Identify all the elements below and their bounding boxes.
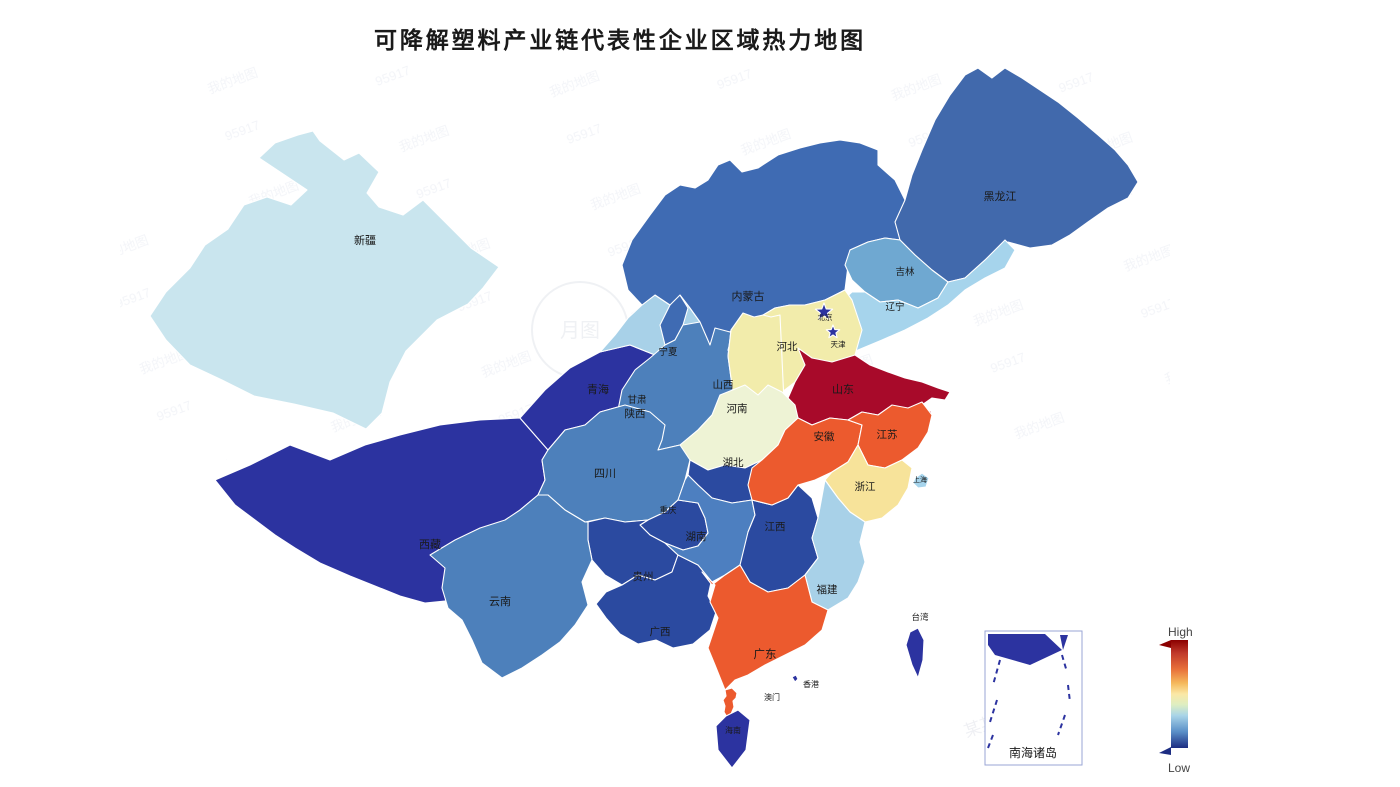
svg-text:内蒙古: 内蒙古 (732, 289, 765, 303)
svg-text:香港: 香港 (803, 679, 819, 689)
svg-text:甘肃: 甘肃 (627, 394, 646, 406)
svg-text:南海诸岛: 南海诸岛 (1009, 745, 1057, 760)
svg-text:High: High (1168, 625, 1193, 639)
svg-text:浙江: 浙江 (855, 481, 876, 493)
svg-text:山东: 山东 (832, 383, 854, 396)
svg-text:云南: 云南 (489, 595, 511, 608)
svg-text:安徽: 安徽 (814, 430, 835, 443)
svg-text:陕西: 陕西 (625, 407, 646, 420)
svg-text:青海: 青海 (587, 382, 609, 396)
svg-text:江西: 江西 (765, 521, 786, 533)
svg-text:辽宁: 辽宁 (885, 301, 904, 313)
svg-text:山西: 山西 (713, 379, 734, 391)
svg-text:澳门: 澳门 (764, 692, 780, 702)
svg-text:福建: 福建 (817, 583, 838, 596)
svg-text:天津: 天津 (831, 340, 846, 349)
svg-text:北京: 北京 (818, 312, 833, 322)
svg-text:吉林: 吉林 (895, 266, 915, 278)
svg-text:重庆: 重庆 (659, 505, 677, 515)
svg-text:宁夏: 宁夏 (658, 346, 678, 358)
svg-text:贵州: 贵州 (633, 570, 654, 583)
svg-text:海南: 海南 (725, 725, 741, 735)
svg-text:新疆: 新疆 (354, 233, 376, 247)
svg-text:西藏: 西藏 (419, 538, 441, 551)
svg-text:四川: 四川 (594, 468, 616, 480)
svg-text:河北: 河北 (777, 341, 798, 353)
svg-text:广西: 广西 (650, 626, 671, 638)
svg-text:台湾: 台湾 (911, 612, 929, 622)
svg-text:江苏: 江苏 (877, 428, 898, 441)
svg-text:广东: 广东 (754, 648, 777, 661)
svg-text:湖北: 湖北 (723, 457, 744, 469)
svg-text:上海: 上海 (913, 475, 927, 484)
svg-text:湖南: 湖南 (686, 530, 707, 543)
svg-text:河南: 河南 (727, 402, 748, 415)
svg-text:Low: Low (1168, 761, 1190, 775)
svg-text:月图: 月图 (560, 320, 600, 342)
svg-text:黑龙江: 黑龙江 (984, 190, 1017, 203)
